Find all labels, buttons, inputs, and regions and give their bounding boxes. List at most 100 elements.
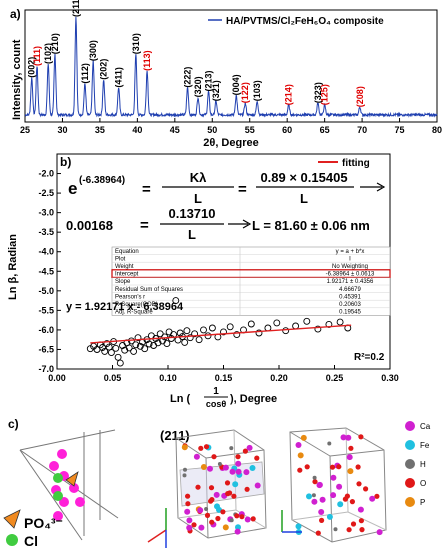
eq2-arrow-head [242,219,252,229]
atom-p [297,452,304,459]
eq1-arrow-head [376,182,386,192]
atom-o [231,493,237,499]
data-point [183,327,191,335]
atom-ca [319,496,326,503]
fit-equation-text: y = 1.92171 x - 6.38964 [66,301,184,313]
panel-b-xlabel-den: cosθ [206,399,227,408]
atom-o [185,501,191,507]
data-point [336,318,344,326]
panel-b-xlabel-num: 1 [213,386,219,397]
panel-b-y-tick-label: -2.0 [38,169,54,179]
panel-b-y-tick-label: -5.0 [38,286,54,296]
peak-label: (210) [50,33,60,54]
atom-ca [197,507,204,514]
panel-a-x-tick-label: 65 [320,125,330,135]
peak-label: (004) [231,74,241,95]
eq2-denominator: L [188,227,196,242]
panel-b-x-tick-label: 0.05 [104,373,122,383]
panel-b-x-tick-label: 0.25 [326,373,344,383]
atom-o [346,527,352,533]
regression-table-key: Intercept [115,272,139,278]
po4-legend-icon [3,509,21,529]
atom-ca [295,442,302,448]
legend-dot-h [405,459,415,469]
eq1-equals-2: = [238,181,247,198]
data-point [273,319,281,327]
r-squared-text: R²=0.2 [354,352,385,363]
atom-ca [246,444,253,451]
xrd-pattern-line [24,16,438,118]
atom-ca [336,483,343,490]
data-point [172,297,180,305]
atom-o [348,445,354,451]
atom-p [300,434,307,441]
data-point [314,325,322,333]
atom-o [239,514,245,520]
atom-ca [193,453,200,460]
peak-label: (112) [80,63,90,84]
atom-ca [213,491,220,498]
atom-o [234,513,240,519]
panel-b-y-tick-label: -5.5 [38,305,54,315]
fitting-legend-label: fitting [342,158,370,169]
atom-o [225,491,231,497]
panel-b-x-tick-label: 0.15 [215,373,233,383]
peak-label: (113) [142,50,152,71]
atom-h [183,467,187,472]
panel-a-plot-frame [24,9,438,123]
data-point [303,317,311,325]
peak-label: (323) [313,82,323,103]
atom-h [327,441,332,446]
regression-table-key: Slope [115,279,131,285]
peak-label: (202) [99,59,109,80]
atom-o [356,481,362,487]
panel-b-x-tick-label: 0.20 [270,373,288,383]
panel-b-x-tick-label: 0.00 [48,373,66,383]
regression-table-value: 1.92171 ± 0.4356 [327,279,374,285]
panel-a-x-tick-label: 70 [357,125,367,135]
panel-a-legend-label: HA/PVTMS/Cl₂FeH₆O₄ composite [226,16,384,27]
atom-ca [254,482,261,489]
data-point [200,326,207,334]
data-point [220,328,227,336]
atom-ca [346,454,353,461]
panel-c-label: c) [8,417,19,431]
legend-label-h: H [420,460,426,469]
panel-b-xlabel-suffix: ), Degree [230,393,277,405]
regression-table-key: Adj. R-Square [115,310,153,316]
eq2-numerator: 0.13710 [169,206,216,221]
data-point [165,328,173,336]
regression-table-value: No Weighting [332,264,368,270]
eq1-k-lambda: Kλ [190,170,207,185]
panel-a-x-tick-label: 80 [432,125,442,135]
atom-ca [311,498,318,505]
panel-b-label: b) [60,155,71,169]
atom-o [195,484,201,490]
atom-o [211,454,217,460]
atom-ca [243,469,250,476]
panel-b-y-tick-label: -3.0 [38,208,54,218]
eq2-equals: = [140,217,149,234]
atom-o [185,493,191,499]
atom-p [347,468,354,475]
panel-a-x-tick-label: 35 [95,125,105,135]
peak-label: (320) [193,76,203,97]
peak-label: (214) [284,84,294,105]
panel-a-x-tick-label: 60 [282,125,292,135]
eq1-numerator-2: 0.89 × 0.15405 [260,170,347,185]
atom-ca [376,529,383,536]
regression-table-key: Pearson's r [115,294,145,300]
atom-o [235,454,241,460]
data-point [233,331,241,339]
data-point [195,336,203,344]
atom-o [224,480,231,486]
atom-o [329,464,336,470]
panel-b-y-tick-label: -4.0 [38,247,54,257]
atom-o [204,512,211,518]
unit-cell-3d [289,427,387,543]
peak-label: (122) [240,82,250,103]
regression-table-value: y = a + b*x [336,249,365,255]
atom-o [355,464,361,470]
panel-a-xlabel: 2θ, Degree [203,137,258,148]
atom-o [203,444,210,450]
